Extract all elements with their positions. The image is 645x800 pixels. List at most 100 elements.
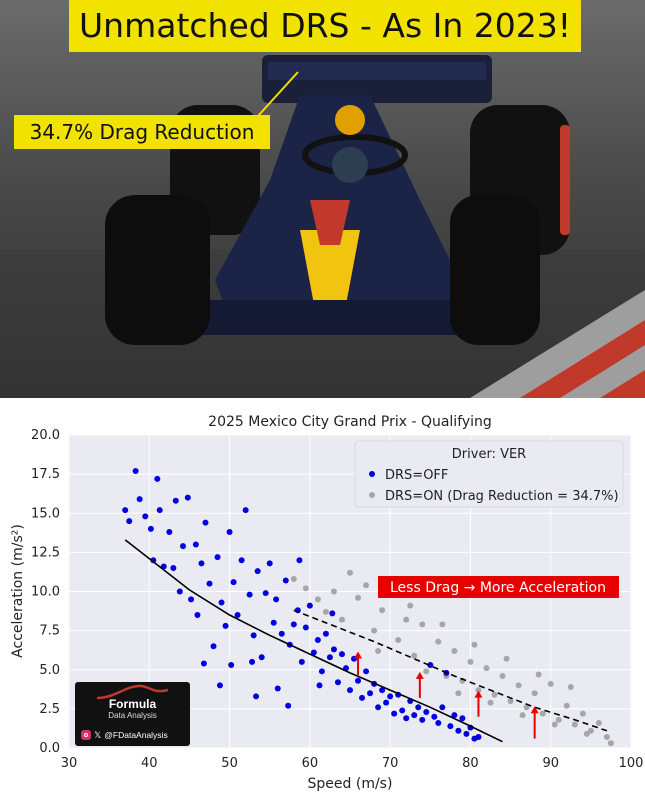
drs-off-point [222, 622, 229, 629]
drs-off-point [314, 637, 321, 644]
drs-on-point [439, 621, 446, 628]
drs-on-point [563, 702, 570, 709]
drs-off-point [156, 507, 163, 514]
drs-off-point [254, 568, 261, 575]
drs-off-point [216, 682, 223, 689]
drs-on-point [503, 655, 510, 662]
legend-entry-off: DRS=OFF [385, 468, 448, 483]
drs-on-point [290, 575, 297, 582]
drs-on-point [507, 698, 514, 705]
drs-on-point [491, 691, 498, 698]
drs-on-point [471, 641, 478, 648]
chart-svg: 30 40 50 60 70 80 90 100 0.0 2.5 5.0 7.5 10.0 12.5 15.… [10, 414, 643, 792]
legend-title: Driver: VER [452, 447, 526, 462]
drs-on-point [483, 665, 490, 672]
social-handle-row: 𝕏 @FDataAnalysis [81, 728, 168, 742]
drs-off-point [273, 596, 280, 603]
drs-off-point [166, 529, 173, 536]
drs-on-point [571, 721, 578, 728]
race-car-illustration [0, 0, 645, 398]
drs-off-point [176, 588, 183, 595]
drs-off-point [310, 649, 317, 656]
drs-off-point [258, 654, 265, 661]
drs-off-point [230, 579, 237, 586]
headline-banner: Unmatched DRS - As In 2023! [69, 0, 581, 52]
drs-off-point [234, 611, 241, 618]
drs-off-point [403, 715, 410, 722]
drs-off-point [363, 668, 370, 675]
drag-arrowhead [354, 651, 363, 659]
drs-off-point [210, 643, 217, 650]
drs-on-point [355, 594, 362, 601]
annotation-text: Less Drag → More Acceleration [390, 580, 606, 596]
y-tick-label: 2.5 [39, 702, 60, 717]
drs-on-point [411, 652, 418, 659]
drs-on-point [467, 658, 474, 665]
drs-off-point [302, 624, 309, 631]
drs-on-point [531, 690, 538, 697]
drs-off-point [329, 610, 336, 617]
drs-on-point [302, 585, 309, 592]
drag-reduction-callout: 34.7% Drag Reduction [14, 115, 270, 149]
drs-on-fit-line [293, 609, 608, 732]
car-photo [0, 0, 645, 398]
drs-off-point [463, 730, 470, 737]
drs-off-point [427, 662, 434, 669]
drs-on-point [314, 596, 321, 603]
drs-off-point [475, 734, 482, 741]
logo-subtitle: Data Analysis [108, 711, 157, 720]
annotation: Less Drag → More Acceleration [378, 576, 619, 598]
drs-off-point [154, 475, 161, 482]
drs-on-point [551, 721, 558, 728]
x-tick-label: 70 [382, 756, 399, 771]
drs-off-point [318, 668, 325, 675]
drs-off-point [383, 699, 390, 706]
drs-off-point [338, 651, 345, 658]
drs-on-point [555, 716, 562, 723]
x-tick-label: 60 [302, 756, 319, 771]
drs-on-point [595, 719, 602, 726]
drs-off-point [198, 560, 205, 567]
drs-off-point [431, 713, 438, 720]
y-tick-label: 12.5 [31, 545, 60, 560]
drs-on-point [395, 637, 402, 644]
drs-off-point [218, 599, 225, 606]
drs-off-point [379, 687, 386, 694]
drag-arrowhead [530, 706, 539, 714]
drs-off-point [132, 467, 139, 474]
drs-on-point [403, 616, 410, 623]
drs-off-point [347, 687, 353, 694]
drs-on-point [338, 616, 345, 623]
drs-off-point [136, 496, 143, 503]
drs-on-point [603, 734, 610, 741]
drs-on-point [515, 682, 522, 689]
legend-marker-off [369, 471, 375, 477]
drs-off-point [285, 702, 292, 709]
legend-entry-on: DRS=ON (Drag Reduction = 34.7%) [385, 489, 619, 504]
drs-off-point [122, 507, 129, 514]
legend: Driver: VER DRS=OFF DRS=ON (Drag Reducti… [354, 440, 624, 508]
drs-off-point [439, 704, 446, 711]
drs-off-point [246, 591, 253, 598]
x-icon: 𝕏 [94, 730, 102, 740]
drs-on-point [347, 569, 353, 576]
drs-off-point [459, 715, 466, 722]
drs-on-point [455, 690, 462, 697]
drs-on-point [583, 730, 590, 737]
social-handle: @FDataAnalysis [104, 730, 168, 740]
drs-off-point [192, 541, 199, 548]
y-tick-label: 5.0 [39, 663, 60, 678]
drs-off-point [249, 658, 256, 665]
y-tick-label: 7.5 [39, 624, 60, 639]
drs-on-point [567, 683, 574, 690]
drs-off-point [172, 497, 179, 504]
drs-off-point [214, 554, 221, 561]
drs-off-point [419, 716, 426, 723]
drs-off-point [282, 577, 289, 584]
drs-on-point [579, 710, 586, 717]
drs-on-point [539, 710, 546, 717]
drs-off-point [334, 679, 341, 686]
drs-on-point [419, 621, 426, 628]
drs-on-point [330, 588, 337, 595]
drs-off-point [391, 710, 398, 717]
